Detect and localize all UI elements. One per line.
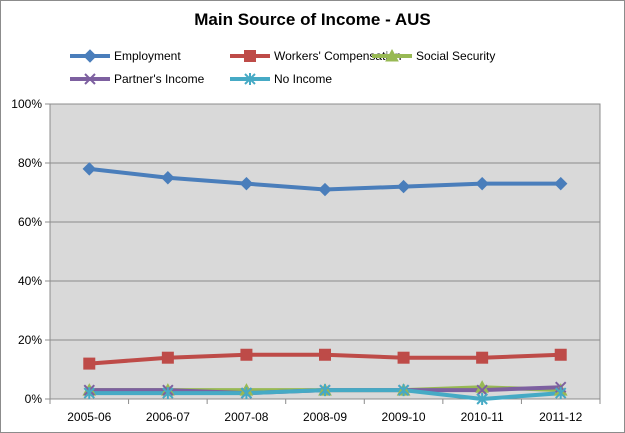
data-point [319, 384, 331, 397]
data-point [476, 384, 488, 396]
legend-item: Workers' Compensation [230, 49, 401, 63]
data-point [554, 348, 567, 361]
data-point [396, 179, 411, 194]
data-point [554, 176, 568, 191]
data-point [318, 182, 332, 197]
legend-marker [385, 48, 399, 62]
legend-label: Workers' Compensation [274, 49, 401, 63]
data-point [475, 176, 489, 191]
x-tick-label: 2005-06 [67, 410, 111, 424]
legend-marker [84, 73, 96, 85]
data-point [240, 348, 253, 361]
x-tick-label: 2010-11 [461, 410, 504, 424]
data-point [83, 387, 95, 400]
x-tick-label: 2006-07 [146, 410, 190, 424]
x-tick-label: 2007-08 [224, 410, 268, 424]
y-tick-label: 40% [18, 274, 42, 288]
data-point [476, 393, 488, 405]
legend-item: Partner's Income [70, 72, 205, 86]
x-tick-label: 2011-12 [539, 410, 582, 424]
legend-label: Partner's Income [114, 72, 205, 86]
data-point [555, 387, 567, 400]
legend-item: No Income [230, 72, 332, 86]
legend-item: Social Security [372, 48, 495, 63]
chart-title: Main Source of Income - AUS [194, 10, 431, 29]
data-point [82, 162, 96, 176]
legend-item: Employment [70, 49, 181, 63]
legend-label: Social Security [416, 49, 495, 63]
data-point [397, 384, 410, 397]
data-point [83, 357, 96, 370]
x-tick-label: 2009-10 [382, 410, 426, 424]
legend-marker [83, 49, 97, 63]
data-point [397, 351, 410, 364]
y-tick-label: 20% [18, 333, 42, 347]
x-tick-label: 2008-09 [303, 410, 347, 424]
data-point [162, 387, 174, 400]
y-tick-label: 100% [11, 97, 42, 111]
y-tick-label: 80% [18, 156, 42, 170]
legend-label: Employment [114, 49, 181, 63]
legend-label: No Income [274, 72, 332, 86]
legend-marker [244, 73, 256, 85]
y-tick-label: 0% [25, 392, 43, 406]
data-point [161, 351, 174, 364]
data-point [319, 348, 331, 361]
data-point [476, 351, 489, 364]
y-tick-label: 60% [18, 215, 42, 229]
legend-marker [244, 50, 256, 62]
data-point [239, 176, 254, 191]
data-point [161, 171, 175, 185]
data-point [240, 387, 253, 400]
